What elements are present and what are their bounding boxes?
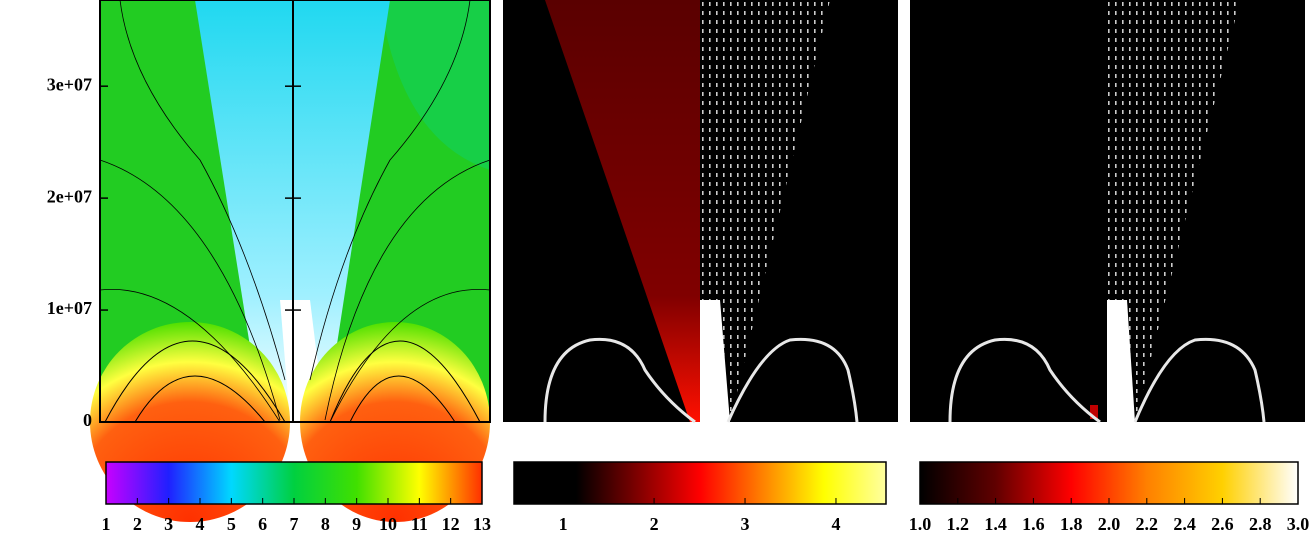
colorbar-tick-label: 9 <box>352 514 361 534</box>
colorbar-tick-label: 8 <box>321 514 330 534</box>
colorbar-tick-label: 3.0 <box>1287 514 1310 534</box>
colorbar-tick-label: 7 <box>290 514 299 534</box>
panel-1 <box>90 0 490 522</box>
colorbar-tick-label: 2.2 <box>1136 514 1159 534</box>
colorbar-tick-label: 1.0 <box>909 514 932 534</box>
y-tick-label: 1e+07 <box>47 298 92 318</box>
panel-2 <box>503 0 898 422</box>
colorbar-tick-label: 12 <box>442 514 460 534</box>
colorbar-tick-label: 2.0 <box>1098 514 1121 534</box>
colorbar-tick-label: 11 <box>411 514 428 534</box>
panel-3 <box>910 0 1305 422</box>
colorbar-tick-label: 3 <box>741 514 750 534</box>
colorbar-tick-label: 1.8 <box>1060 514 1083 534</box>
colorbar-tick-label: 1.2 <box>947 514 970 534</box>
colorbar-tick-label: 2 <box>650 514 659 534</box>
colorbar-tick-label: 4 <box>196 514 205 534</box>
y-tick-label: 0 <box>83 410 92 430</box>
colorbar-tick-label: 1 <box>559 514 568 534</box>
colorbar-tick-label: 3 <box>164 514 173 534</box>
colorbar-tick-label: 2 <box>133 514 142 534</box>
colorbar-tick-label: 13 <box>473 514 491 534</box>
colorbar-tick-label: 1 <box>102 514 111 534</box>
colorbar-tick-label: 1.4 <box>984 514 1007 534</box>
colorbar-tick-label: 2.4 <box>1173 514 1196 534</box>
page: {"chart_data": [ {"type": "heatmap", "yl… <box>0 0 1310 549</box>
colorbar-tick-label: 4 <box>831 514 840 534</box>
colorbar-tick-label: 2.8 <box>1249 514 1272 534</box>
colorbar <box>514 462 886 504</box>
colorbar-tick-label: 10 <box>379 514 397 534</box>
colorbar <box>920 462 1298 504</box>
figure: 01e+072e+073e+071234567891011121312341.0… <box>0 0 1310 549</box>
colorbar-tick-label: 5 <box>227 514 236 534</box>
colorbar-tick-label: 1.6 <box>1022 514 1045 534</box>
colorbar-tick-label: 2.6 <box>1211 514 1234 534</box>
y-tick-label: 3e+07 <box>47 74 92 94</box>
colorbar <box>106 462 482 504</box>
y-tick-label: 2e+07 <box>47 186 92 206</box>
colorbar-tick-label: 6 <box>258 514 267 534</box>
